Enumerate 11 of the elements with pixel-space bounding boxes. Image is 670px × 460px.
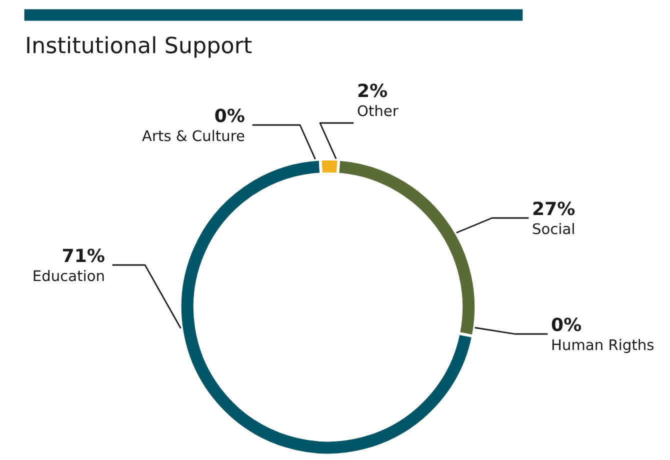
- data-label: 27%: [533, 202, 575, 216]
- slice-label: Social: [532, 222, 574, 234]
- text: 0%: [552, 318, 582, 332]
- slice-label: Education: [34, 270, 104, 282]
- text: 0%: [215, 108, 244, 122]
- data-label: 71%: [62, 248, 104, 262]
- slice-label: Other: [358, 104, 398, 116]
- category-label: Human Rigths: [552, 338, 654, 354]
- chart-title: Institutional Support: [27, 36, 252, 58]
- data-label: 2%: [358, 84, 388, 98]
- legend-label: Arts & Culture: [142, 130, 244, 142]
